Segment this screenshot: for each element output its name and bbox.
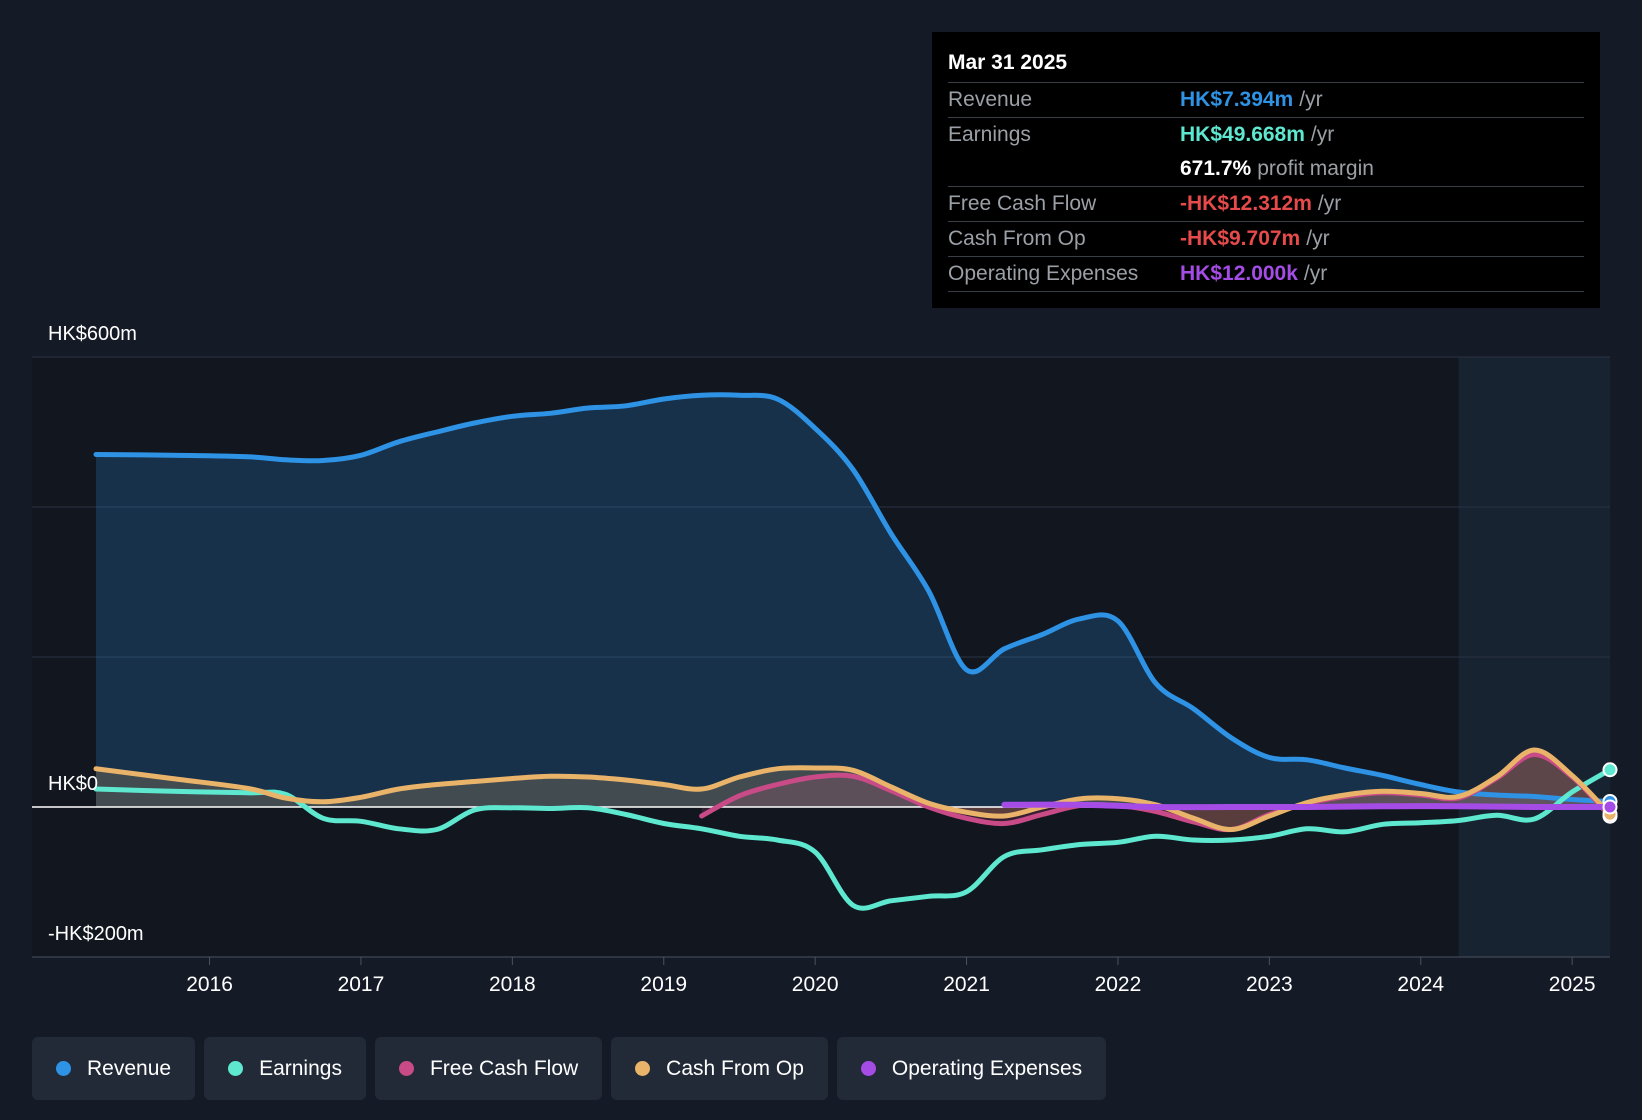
tooltip-date: Mar 31 2025 xyxy=(948,46,1584,83)
x-tick-label: 2024 xyxy=(1397,973,1444,996)
y-axis-labels: HK$600m HK$0 -HK$200m xyxy=(48,323,144,945)
x-tick-label: 2025 xyxy=(1549,973,1596,996)
x-tick-label: 2019 xyxy=(640,973,687,996)
tooltip-unit: /yr xyxy=(1299,88,1323,111)
tooltip-unit: profit margin xyxy=(1257,157,1374,180)
tooltip-value: 671.7% xyxy=(1180,157,1252,180)
legend-dot-icon xyxy=(398,1061,414,1076)
tooltip-label: Cash From Op xyxy=(948,227,1086,250)
legend-item-free-cash-flow[interactable]: Free Cash Flow xyxy=(374,1037,603,1100)
endpoint-operating-expenses xyxy=(1602,799,1618,815)
y-label-bottom: -HK$200m xyxy=(48,923,144,945)
legend-label: Operating Expenses xyxy=(891,1056,1083,1080)
legend-label: Revenue xyxy=(87,1056,172,1080)
tooltip-value: -HK$9.707m xyxy=(1180,227,1301,250)
tooltip-value: HK$12.000k xyxy=(1180,262,1298,285)
line-earnings xyxy=(93,767,1613,911)
legend-dot-icon xyxy=(228,1061,244,1076)
tooltip-label: Earnings xyxy=(948,123,1031,146)
tooltip-row-profit-margin: 671.7% profit margin xyxy=(948,152,1584,187)
tooltip-unit: /yr xyxy=(1306,227,1330,250)
legend-dot-icon xyxy=(860,1061,876,1076)
x-tick-label: 2016 xyxy=(186,973,233,996)
area-revenue xyxy=(96,394,1610,807)
endpoint-earnings xyxy=(1602,762,1618,778)
tooltip-label: Free Cash Flow xyxy=(948,192,1097,215)
legend: Revenue Earnings Free Cash Flow Cash Fro… xyxy=(32,1037,1107,1100)
tooltip-unit: /yr xyxy=(1317,192,1342,215)
tooltip-value: HK$49.668m xyxy=(1180,123,1305,146)
legend-label: Free Cash Flow xyxy=(429,1056,579,1080)
legend-item-cash-from-op[interactable]: Cash From Op xyxy=(611,1037,828,1100)
legend-dot-icon xyxy=(635,1061,651,1076)
tooltip-unit: /yr xyxy=(1303,262,1328,285)
tooltip-value: HK$7.394m xyxy=(1180,88,1294,111)
line-operating-expenses xyxy=(1001,801,1613,811)
legend-item-operating-expenses[interactable]: Operating Expenses xyxy=(836,1037,1107,1100)
tooltip-unit: /yr xyxy=(1310,123,1335,146)
legend-item-revenue[interactable]: Revenue xyxy=(32,1037,196,1100)
x-tick-label: 2018 xyxy=(489,973,536,996)
tooltip-row-cash-from-op: Cash From Op -HK$9.707m /yr xyxy=(948,222,1584,257)
tooltip-row-earnings: Earnings HK$49.668m /yr xyxy=(948,118,1584,152)
tooltip-row-operating-expenses: Operating Expenses HK$12.000k /yr xyxy=(948,257,1584,292)
legend-label: Cash From Op xyxy=(666,1056,804,1080)
tooltip-row-revenue: Revenue HK$7.394m /yr xyxy=(948,83,1584,118)
x-axis-ticks: 2016 2017 2018 2019 2020 2021 2022 2023 2024 2025 xyxy=(186,957,1596,996)
x-tick-label: 2021 xyxy=(943,973,990,996)
tooltip-value: -HK$12.312m xyxy=(1180,192,1312,215)
tooltip-panel: Mar 31 2025 Revenue HK$7.394m /yr Earnin… xyxy=(932,32,1600,308)
legend-dot-icon xyxy=(56,1061,71,1076)
tooltip-row-free-cash-flow: Free Cash Flow -HK$12.312m /yr xyxy=(948,187,1584,222)
tooltip-label: Revenue xyxy=(948,88,1033,111)
x-tick-label: 2017 xyxy=(338,973,385,996)
x-tick-label: 2020 xyxy=(792,973,839,996)
y-label-zero: HK$0 xyxy=(48,773,98,795)
series-lines xyxy=(93,392,1613,911)
legend-label: Earnings xyxy=(259,1056,342,1080)
x-tick-label: 2023 xyxy=(1246,973,1293,996)
tooltip-label: Operating Expenses xyxy=(948,262,1139,285)
legend-item-earnings[interactable]: Earnings xyxy=(204,1037,366,1100)
tooltip-label xyxy=(948,152,1180,186)
x-tick-label: 2022 xyxy=(1095,973,1142,996)
gridlines xyxy=(32,356,1610,958)
line-cash-from-op xyxy=(93,747,1613,832)
line-revenue xyxy=(93,392,1613,804)
y-label-top: HK$600m xyxy=(48,323,137,345)
series-endpoints xyxy=(1602,762,1618,824)
